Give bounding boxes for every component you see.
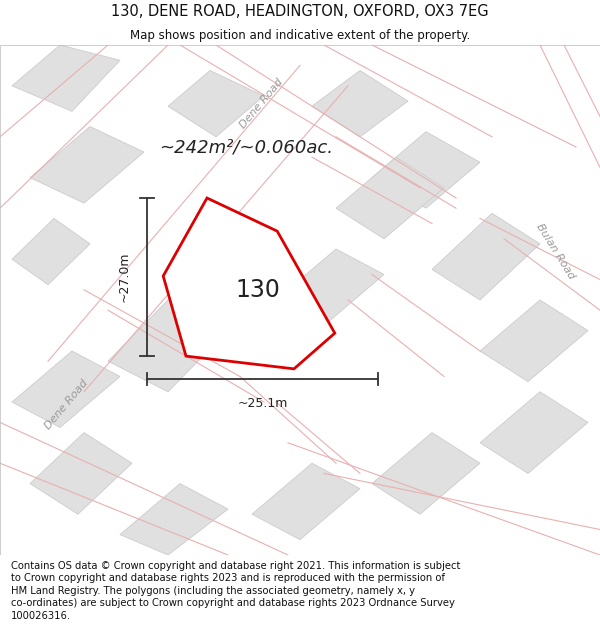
Text: Contains OS data © Crown copyright and database right 2021. This information is : Contains OS data © Crown copyright and d… xyxy=(11,561,460,571)
Polygon shape xyxy=(30,127,144,203)
Polygon shape xyxy=(480,392,588,473)
Polygon shape xyxy=(108,300,228,392)
Polygon shape xyxy=(163,198,335,369)
Polygon shape xyxy=(372,132,480,208)
Text: Dene Road: Dene Road xyxy=(43,378,89,431)
Text: 130: 130 xyxy=(236,278,280,302)
Polygon shape xyxy=(276,249,384,326)
Polygon shape xyxy=(432,213,540,300)
Polygon shape xyxy=(12,45,120,111)
Text: 100026316.: 100026316. xyxy=(11,611,71,621)
Text: ~27.0m: ~27.0m xyxy=(118,252,131,302)
Polygon shape xyxy=(168,71,264,137)
Text: Map shows position and indicative extent of the property.: Map shows position and indicative extent… xyxy=(130,29,470,42)
Polygon shape xyxy=(30,432,132,514)
Polygon shape xyxy=(12,351,120,428)
Text: co-ordinates) are subject to Crown copyright and database rights 2023 Ordnance S: co-ordinates) are subject to Crown copyr… xyxy=(11,598,455,608)
Text: ~242m²/~0.060ac.: ~242m²/~0.060ac. xyxy=(159,138,333,156)
Text: to Crown copyright and database rights 2023 and is reproduced with the permissio: to Crown copyright and database rights 2… xyxy=(11,573,445,583)
Text: HM Land Registry. The polygons (including the associated geometry, namely x, y: HM Land Registry. The polygons (includin… xyxy=(11,586,415,596)
Polygon shape xyxy=(168,224,282,300)
Text: ~25.1m: ~25.1m xyxy=(238,397,287,410)
Polygon shape xyxy=(312,71,408,137)
Text: Bulan Road: Bulan Road xyxy=(534,222,576,281)
Polygon shape xyxy=(12,218,90,285)
Polygon shape xyxy=(336,158,444,239)
Text: 130, DENE ROAD, HEADINGTON, OXFORD, OX3 7EG: 130, DENE ROAD, HEADINGTON, OXFORD, OX3 … xyxy=(111,4,489,19)
Text: Dene Road: Dene Road xyxy=(238,77,284,131)
Polygon shape xyxy=(252,463,360,540)
Polygon shape xyxy=(480,300,588,382)
Polygon shape xyxy=(372,432,480,514)
Polygon shape xyxy=(120,484,228,555)
